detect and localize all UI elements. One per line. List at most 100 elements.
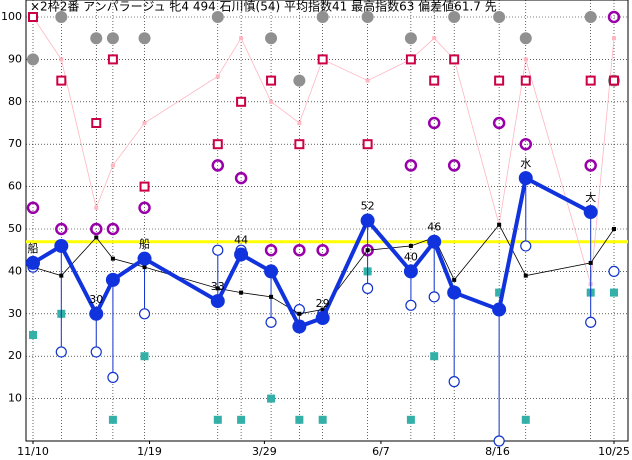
- x-tick-label: 10/25: [598, 445, 630, 458]
- x-tick-label: 11/10: [17, 445, 49, 458]
- main-point: [403, 264, 418, 279]
- black-point: [94, 235, 99, 240]
- gray-dot: [361, 11, 374, 23]
- point-label: 44: [234, 233, 248, 246]
- red-square: [449, 54, 460, 65]
- pink-point: [365, 78, 370, 83]
- red-square: [609, 75, 619, 86]
- red-square: [28, 12, 38, 22]
- purple-ring: [106, 222, 120, 236]
- pink-point: [142, 121, 147, 125]
- y-tick-label: 40: [8, 264, 22, 277]
- x-tick-label: 6/7: [372, 445, 390, 458]
- red-square: [494, 75, 505, 86]
- point-label: 大: [585, 190, 596, 204]
- pink-point: [297, 121, 302, 125]
- black-point: [320, 307, 325, 312]
- red-square: [236, 96, 247, 107]
- purple-ring: [492, 116, 506, 130]
- purple-ring: [138, 201, 151, 215]
- main-point: [137, 251, 152, 266]
- red-square: [405, 54, 416, 65]
- purple-ring: [519, 137, 533, 151]
- purple-ring: [90, 222, 103, 236]
- x-tick-label: 3/29: [252, 445, 277, 458]
- teal-square: [267, 394, 276, 403]
- red-square: [91, 118, 102, 128]
- black-point: [523, 273, 528, 278]
- teal-square: [29, 331, 37, 339]
- gray-dot: [404, 32, 417, 45]
- blue-ring: [493, 435, 505, 447]
- point-label: 船: [139, 237, 150, 251]
- black-point: [297, 311, 302, 316]
- purple-ring: [447, 159, 461, 172]
- y-tick-label: 60: [8, 180, 22, 193]
- red-square: [56, 75, 67, 86]
- teal-square: [237, 415, 246, 424]
- pink-point: [269, 99, 274, 104]
- gray-dot: [493, 11, 506, 23]
- main-point: [292, 319, 307, 334]
- black-point: [110, 256, 115, 261]
- purple-ring: [293, 243, 306, 257]
- black-point: [497, 222, 502, 227]
- purple-ring: [211, 159, 225, 172]
- y-tick-label: 70: [8, 137, 22, 150]
- main-point: [447, 285, 462, 300]
- purple-ring: [584, 159, 597, 172]
- black-line: [32, 224, 615, 315]
- black-point: [452, 277, 457, 282]
- black-point: [239, 290, 244, 295]
- purple-ring: [404, 159, 418, 172]
- teal-square: [610, 288, 618, 297]
- black-point: [408, 243, 413, 248]
- red-square: [362, 139, 373, 150]
- purple-ring: [234, 171, 248, 185]
- main-point: [89, 306, 104, 321]
- y-tick-label: 90: [8, 52, 22, 65]
- main-point: [492, 302, 507, 317]
- purple-ring: [26, 201, 40, 215]
- gray-dot: [90, 32, 103, 45]
- point-label: 46: [427, 221, 441, 234]
- black-point: [59, 273, 64, 278]
- point-label: 30: [89, 293, 103, 306]
- gray-dot: [293, 74, 306, 87]
- main-point: [54, 238, 69, 253]
- purple-ring: [316, 243, 329, 257]
- blue-ring: [90, 346, 102, 358]
- blue-ring: [107, 371, 119, 383]
- point-label: 52: [361, 200, 375, 213]
- teal-square: [430, 352, 439, 361]
- gray-dot: [584, 11, 597, 23]
- blue-ring: [520, 240, 532, 252]
- black-point: [142, 265, 147, 270]
- point-label: 水: [520, 157, 531, 170]
- purple-ring: [607, 10, 621, 24]
- blue-ring: [265, 316, 277, 328]
- gray-dot: [211, 11, 224, 23]
- black-point: [612, 227, 616, 231]
- pink-point: [523, 57, 528, 62]
- teal-square: [108, 415, 117, 424]
- y-tick-label: 30: [8, 307, 22, 320]
- blue-ring: [405, 299, 417, 311]
- y-tick-label: 10: [8, 392, 22, 405]
- pink-point: [110, 163, 115, 168]
- main-point: [315, 311, 330, 326]
- black-point: [588, 260, 593, 265]
- black-point: [215, 286, 220, 291]
- gray-dot: [448, 11, 461, 23]
- main-point: [264, 264, 279, 279]
- y-tick-label: 50: [8, 222, 22, 235]
- red-square: [317, 54, 328, 65]
- x-tick-label: 8/16: [485, 445, 510, 458]
- pink-point: [432, 36, 437, 41]
- teal-square: [295, 415, 304, 424]
- red-square: [266, 75, 277, 86]
- pink-point: [59, 57, 64, 62]
- point-label: 船: [28, 241, 39, 255]
- gray-dot: [106, 32, 119, 45]
- gray-dot: [55, 11, 68, 23]
